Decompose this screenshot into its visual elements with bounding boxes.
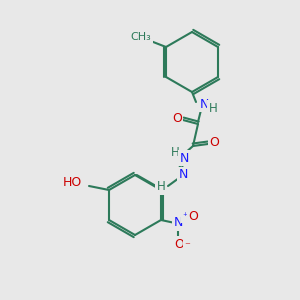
Text: O: O xyxy=(172,112,182,125)
Text: N: N xyxy=(179,152,189,164)
Text: O: O xyxy=(209,136,219,149)
Text: N: N xyxy=(199,98,209,110)
Text: H: H xyxy=(208,101,217,115)
Text: HO: HO xyxy=(63,176,82,188)
Text: N: N xyxy=(178,169,188,182)
Text: CH₃: CH₃ xyxy=(130,32,152,42)
Text: ⁺: ⁺ xyxy=(182,212,188,222)
Text: H: H xyxy=(171,146,179,160)
Text: O: O xyxy=(174,238,184,250)
Text: N: N xyxy=(173,217,183,230)
Text: O: O xyxy=(188,209,198,223)
Text: H: H xyxy=(157,181,165,194)
Text: ⁻: ⁻ xyxy=(184,241,190,251)
